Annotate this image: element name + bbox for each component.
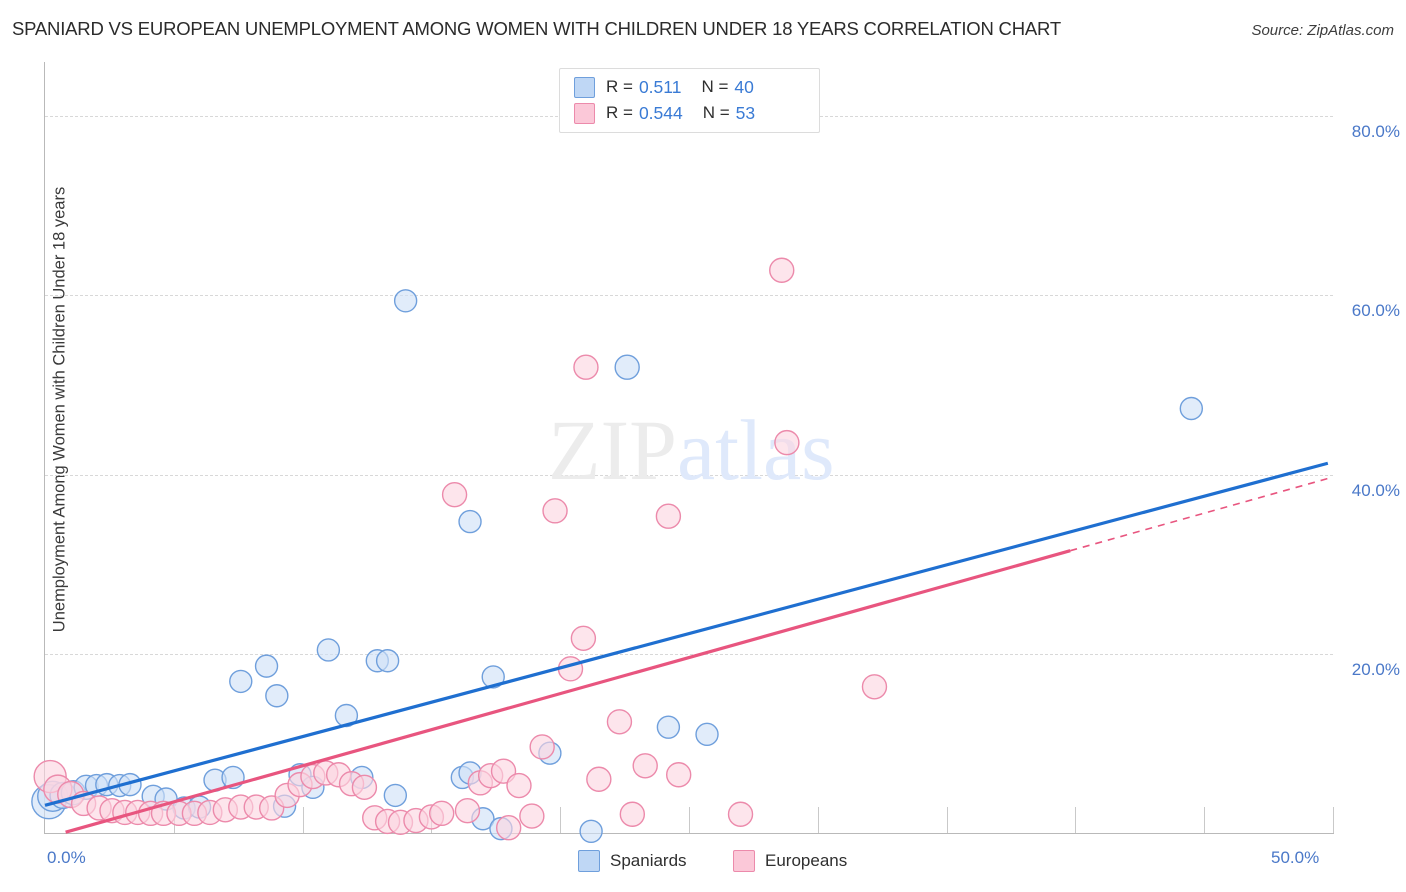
stats-row-europeans: R = 0.544 N = 53: [574, 100, 755, 126]
gridline-20.0%: [45, 654, 1333, 656]
trendline-dashed-europeans: [1070, 477, 1329, 552]
x-tick-0.0%: 0.0%: [47, 848, 86, 867]
stats-n-label-spaniards: N =: [701, 77, 729, 96]
x-tick-mark: [817, 807, 819, 833]
data-point[interactable]: [632, 753, 658, 779]
legend-item-spaniards[interactable]: Spaniards: [578, 850, 687, 872]
data-point[interactable]: [429, 800, 455, 827]
data-point[interactable]: [519, 803, 545, 829]
data-point[interactable]: [769, 257, 795, 283]
data-point[interactable]: [695, 722, 719, 747]
data-point[interactable]: [506, 772, 532, 799]
stats-n-value-spaniards: 40: [734, 76, 754, 97]
data-point[interactable]: [586, 766, 612, 792]
data-point[interactable]: [265, 684, 289, 708]
stats-r-label-europeans: R =: [606, 103, 633, 122]
data-point[interactable]: [316, 638, 341, 662]
x-tick-mark: [1075, 807, 1077, 833]
x-tick-mark: [946, 807, 948, 833]
data-point[interactable]: [495, 815, 522, 841]
data-point[interactable]: [454, 797, 481, 824]
y-tick-40.0%: 40.0%: [1351, 480, 1400, 500]
data-point[interactable]: [656, 715, 681, 739]
data-point[interactable]: [619, 801, 646, 827]
data-point[interactable]: [441, 481, 468, 508]
legend-label-europeans: Europeans: [765, 851, 848, 870]
x-tick-mark: [302, 807, 304, 833]
data-point[interactable]: [570, 625, 597, 652]
data-point[interactable]: [573, 354, 599, 380]
stats-swatch-europeans: [574, 102, 595, 124]
x-tick-50.0%: 50.0%: [1271, 848, 1320, 867]
page-title: SPANIARD VS EUROPEAN UNEMPLOYMENT AMONG …: [12, 18, 1061, 39]
gridline-60.0%: [45, 295, 1333, 297]
y-tick-60.0%: 60.0%: [1351, 301, 1400, 321]
y-axis-line: [44, 62, 45, 834]
data-point[interactable]: [579, 819, 603, 844]
legend-swatch-spaniards: [578, 850, 600, 872]
data-point[interactable]: [665, 762, 692, 788]
legend-item-europeans[interactable]: Europeans: [733, 850, 847, 872]
gridline-40.0%: [45, 474, 1333, 476]
data-point[interactable]: [727, 801, 754, 827]
legend-label-spaniards: Spaniards: [610, 851, 687, 870]
data-point[interactable]: [229, 669, 253, 694]
legend-swatch-europeans: [733, 850, 755, 872]
x-tick-mark: [1333, 807, 1334, 833]
data-point[interactable]: [606, 709, 633, 735]
x-tick-mark: [560, 807, 562, 833]
source-attribution: Source: ZipAtlas.com: [1251, 22, 1394, 39]
data-point[interactable]: [481, 665, 505, 689]
data-point[interactable]: [458, 509, 482, 534]
data-point[interactable]: [542, 498, 568, 524]
x-axis-line: [44, 833, 1334, 834]
data-point[interactable]: [774, 429, 800, 456]
points-europeans: [33, 257, 888, 841]
data-point[interactable]: [254, 654, 279, 678]
stats-r-value-europeans: 0.544: [638, 102, 683, 123]
data-point[interactable]: [375, 649, 400, 673]
y-tick-20.0%: 20.0%: [1351, 660, 1400, 680]
data-point[interactable]: [861, 674, 888, 700]
data-point[interactable]: [529, 734, 555, 760]
trendline-spaniards: [44, 461, 1329, 807]
data-point[interactable]: [383, 783, 408, 808]
correlation-stats-box: R = 0.511 N = 40 R = 0.544 N = 53: [559, 68, 820, 133]
data-point[interactable]: [614, 354, 640, 380]
data-point[interactable]: [1179, 396, 1204, 421]
stats-n-label-europeans: N =: [702, 103, 730, 122]
data-point[interactable]: [393, 289, 418, 313]
stats-row-spaniards: R = 0.511 N = 40: [574, 74, 754, 100]
data-point[interactable]: [655, 503, 682, 529]
stats-n-value-europeans: 53: [735, 102, 756, 123]
stats-swatch-spaniards: [574, 76, 595, 98]
trendline-europeans: [65, 549, 1071, 834]
x-tick-mark: [1204, 807, 1206, 833]
stats-r-label-spaniards: R =: [606, 77, 633, 96]
stats-r-value-spaniards: 0.511: [638, 76, 682, 97]
data-point[interactable]: [351, 774, 378, 801]
points-spaniards: [31, 289, 1204, 844]
x-tick-mark: [689, 807, 690, 833]
y-tick-80.0%: 80.0%: [1351, 121, 1400, 141]
